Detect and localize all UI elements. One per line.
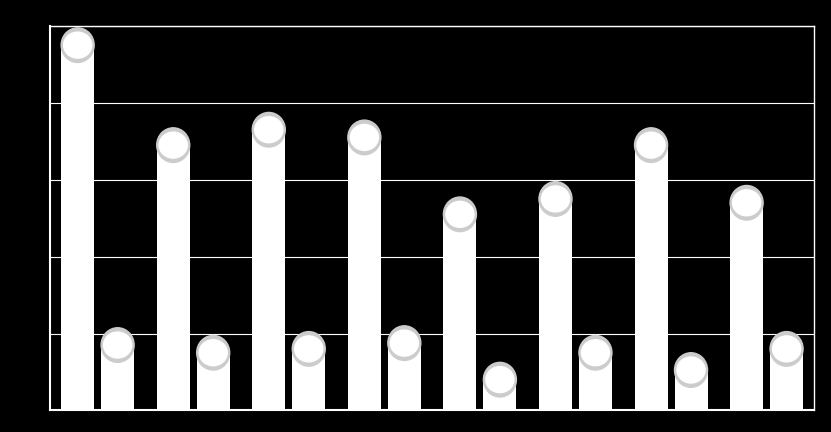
Bar xyxy=(157,145,189,410)
Ellipse shape xyxy=(675,353,707,388)
Ellipse shape xyxy=(197,335,229,370)
Bar xyxy=(197,353,229,410)
Ellipse shape xyxy=(293,332,325,366)
Ellipse shape xyxy=(677,357,705,383)
Ellipse shape xyxy=(579,335,612,370)
Ellipse shape xyxy=(157,128,189,162)
Bar xyxy=(635,145,667,410)
Ellipse shape xyxy=(64,32,91,58)
Bar xyxy=(348,137,381,410)
Ellipse shape xyxy=(730,185,763,220)
Ellipse shape xyxy=(295,336,322,362)
Ellipse shape xyxy=(61,28,94,63)
Ellipse shape xyxy=(199,340,227,366)
Ellipse shape xyxy=(104,332,131,358)
Ellipse shape xyxy=(160,132,187,158)
Ellipse shape xyxy=(773,336,800,362)
Bar xyxy=(444,214,476,410)
Bar xyxy=(730,203,763,410)
Ellipse shape xyxy=(388,326,420,360)
Ellipse shape xyxy=(253,112,285,147)
Ellipse shape xyxy=(101,328,134,362)
Bar xyxy=(293,349,325,410)
Bar xyxy=(253,130,285,410)
Ellipse shape xyxy=(542,186,569,212)
Ellipse shape xyxy=(446,201,474,227)
Bar xyxy=(579,353,612,410)
Ellipse shape xyxy=(484,362,516,397)
Bar xyxy=(101,345,134,410)
Ellipse shape xyxy=(486,367,514,393)
Ellipse shape xyxy=(444,197,476,232)
Ellipse shape xyxy=(351,124,378,150)
Ellipse shape xyxy=(348,120,381,155)
Ellipse shape xyxy=(391,330,418,356)
Bar xyxy=(484,380,516,410)
Ellipse shape xyxy=(637,132,665,158)
Ellipse shape xyxy=(635,128,667,162)
Bar xyxy=(61,45,94,410)
Ellipse shape xyxy=(733,190,760,216)
Bar xyxy=(539,199,572,410)
Bar xyxy=(675,370,707,410)
Ellipse shape xyxy=(770,332,803,366)
Bar xyxy=(770,349,803,410)
Ellipse shape xyxy=(539,181,572,216)
Bar xyxy=(388,343,420,410)
Ellipse shape xyxy=(255,117,283,143)
Ellipse shape xyxy=(582,340,609,366)
